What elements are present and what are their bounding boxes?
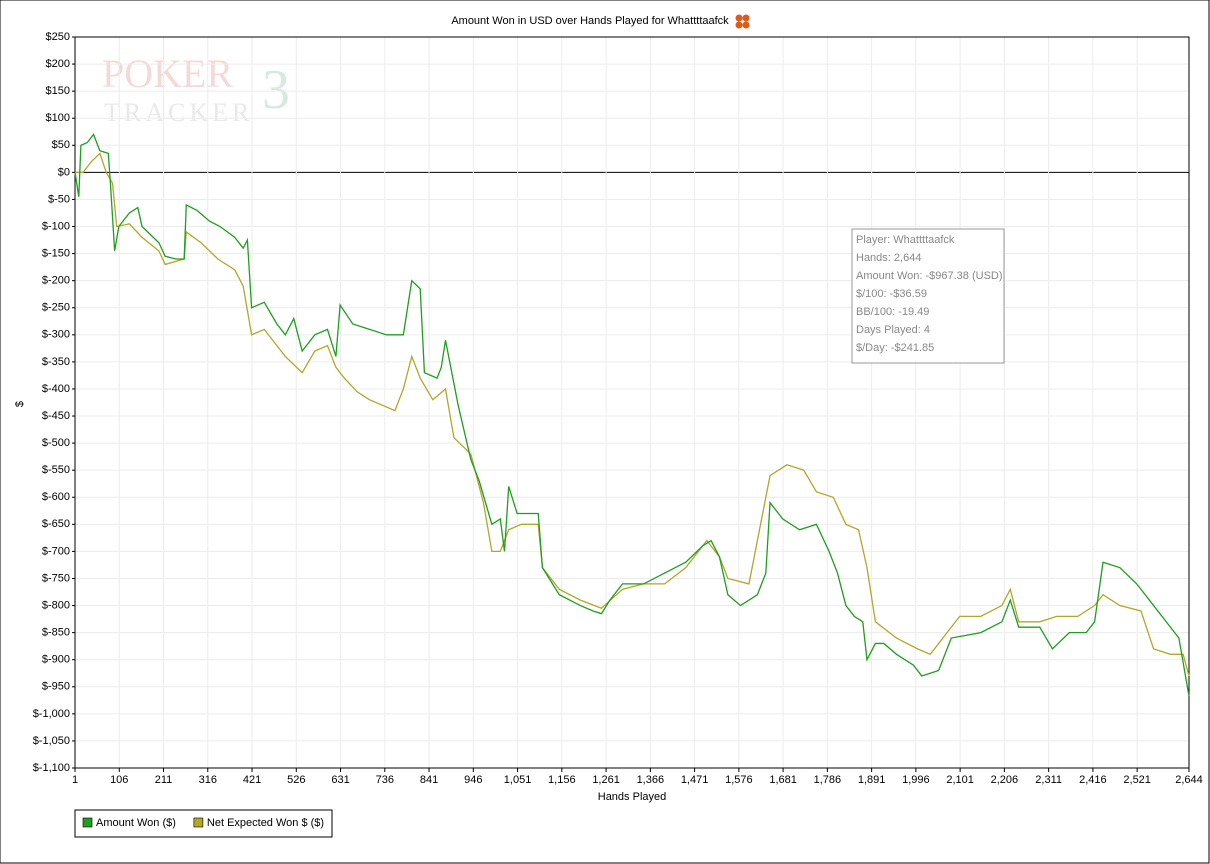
y-tick-label: $-950: [42, 681, 70, 693]
plot-border: [74, 36, 1190, 769]
y-tick-label: $-1,000: [33, 708, 70, 720]
x-tick-label: 1,366: [637, 774, 665, 786]
x-tick-label: 2,416: [1079, 774, 1107, 786]
x-tick-label: 736: [376, 774, 394, 786]
info-line: BB/100: -19.49: [856, 306, 929, 318]
legend-label: Amount Won ($): [96, 817, 176, 829]
x-tick-label: 211: [155, 774, 173, 786]
x-tick-label: 1,576: [725, 774, 753, 786]
y-tick-label: $-250: [42, 302, 70, 314]
y-tick-label: $200: [46, 58, 70, 70]
y-tick-label: $-750: [42, 572, 70, 584]
y-tick-label: $-1,050: [33, 735, 70, 747]
y-tick-label: $150: [46, 85, 70, 97]
x-tick-label: 421: [243, 774, 261, 786]
x-tick-label: 1,261: [592, 774, 620, 786]
y-tick-label: $-900: [42, 654, 70, 666]
watermark-line1: POKER: [102, 51, 233, 96]
x-tick-label: 841: [420, 774, 438, 786]
series-line: [74, 133, 1190, 697]
legend-label: Net Expected Won $ ($): [207, 817, 324, 829]
y-tick-label: $-350: [42, 356, 70, 368]
watermark: POKER TRACKER 3: [102, 51, 290, 127]
chart-title: Amount Won in USD over Hands Played for …: [451, 15, 729, 27]
y-tick-label: $50: [52, 139, 70, 151]
series-line: [75, 152, 1190, 677]
x-tick-label: 316: [199, 774, 217, 786]
legend-box: [74, 809, 333, 838]
y-tick-label: $-150: [42, 247, 70, 259]
y-tick-label: $-650: [42, 518, 70, 530]
watermark-badge: 3: [262, 59, 290, 121]
info-box: Player: Whattttaafck Hands: 2,644 Amount W…: [851, 228, 1005, 364]
y-tick-label: $-400: [42, 383, 70, 395]
y-tick-label: $-50: [48, 193, 70, 205]
watermark-line2: TRACKER: [104, 98, 253, 127]
legend-swatch: [193, 817, 204, 828]
x-tick-label: 1,681: [769, 774, 797, 786]
info-line: Amount Won: -$967.38 (USD): [856, 270, 1003, 282]
y-tick-label: $-100: [42, 220, 70, 232]
y-tick-label: $-450: [42, 410, 70, 422]
x-tick-label: 2,101: [946, 774, 974, 786]
y-tick-label: $-600: [42, 491, 70, 503]
y-tick-label: $-200: [42, 275, 70, 287]
x-tick-label: 1,051: [504, 774, 532, 786]
x-tick-label: 1: [72, 774, 78, 786]
info-line: Hands: 2,644: [856, 252, 921, 264]
y-tick-label: $-850: [42, 627, 70, 639]
y-tick-label: $-300: [42, 329, 70, 341]
title-icon: [735, 14, 750, 29]
x-tick-label: 2,644: [1175, 774, 1203, 786]
x-tick-label: 1,891: [858, 774, 886, 786]
y-tick-label: $-1,100: [33, 762, 70, 774]
x-tick-label: 1,786: [814, 774, 842, 786]
y-axis-label: $: [14, 401, 26, 407]
y-tick-label: $100: [46, 112, 70, 124]
x-tick-label: 1,471: [681, 774, 709, 786]
x-tick-label: 1,996: [902, 774, 930, 786]
y-tick-label: $250: [46, 31, 70, 43]
y-tick-label: $0: [58, 166, 70, 178]
info-line: $/Day: -$241.85: [856, 342, 934, 354]
x-axis-label: Hands Played: [598, 791, 667, 803]
y-tick-label: $-700: [42, 545, 70, 557]
x-tick-label: 2,311: [1035, 774, 1062, 786]
info-line: Days Played: 4: [856, 324, 930, 336]
legend-swatch: [82, 817, 93, 828]
y-tick-label: $-800: [42, 599, 70, 611]
info-line: $/100: -$36.59: [856, 288, 927, 300]
x-tick-label: 631: [331, 774, 349, 786]
x-tick-label: 1,156: [548, 774, 576, 786]
x-tick-label: 106: [110, 774, 128, 786]
y-tick-label: $-500: [42, 437, 70, 449]
info-box-frame: [851, 228, 1005, 364]
x-tick-label: 526: [287, 774, 305, 786]
x-tick-label: 946: [464, 774, 482, 786]
y-tick-label: $-550: [42, 464, 70, 476]
x-tick-label: 2,206: [991, 774, 1019, 786]
info-line: Player: Whattttaafck: [856, 234, 955, 246]
x-tick-label: 2,521: [1123, 774, 1151, 786]
